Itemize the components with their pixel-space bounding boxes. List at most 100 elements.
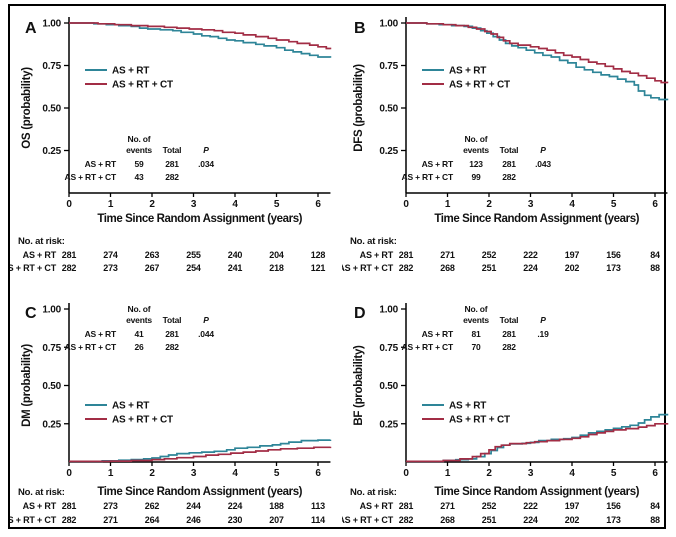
stats-total-value: 282 <box>502 172 516 182</box>
curve-as-rt-ct <box>406 22 669 84</box>
at-risk-value: 188 <box>269 501 284 511</box>
stats-header-p: P <box>540 145 546 155</box>
stats-header-total: Total <box>500 315 519 325</box>
at-risk-value: 281 <box>62 250 77 260</box>
at-risk-row-label: AS + RT + CT <box>10 515 57 525</box>
at-risk-row-label: AS + RT + CT <box>342 515 394 525</box>
y-axis-title: DFS (probability) <box>353 64 365 152</box>
x-tick-label: 0 <box>403 468 409 479</box>
stats-events-value: 59 <box>134 159 144 169</box>
stats-header-total: Total <box>163 315 182 325</box>
x-tick-label: 4 <box>232 199 238 210</box>
x-tick-label: 0 <box>66 468 72 479</box>
x-tick-label: 2 <box>486 468 492 479</box>
at-risk-value: 281 <box>399 501 414 511</box>
stats-row-label: AS + RT <box>85 159 117 169</box>
x-tick-label: 6 <box>315 199 321 210</box>
stats-row-label: AS + RT + CT <box>402 172 454 182</box>
x-tick-label: 6 <box>652 199 658 210</box>
curve-as-rt-ct <box>69 446 332 463</box>
x-tick-label: 3 <box>528 199 534 210</box>
at-risk-value: 204 <box>269 250 284 260</box>
stats-total-value: 282 <box>165 342 179 352</box>
x-tick-label: 1 <box>445 199 451 210</box>
legend-label: AS + RT <box>112 66 149 77</box>
at-risk-value: 274 <box>103 250 118 260</box>
at-risk-value: 128 <box>311 250 326 260</box>
y-tick-label: 0.75 <box>42 343 61 354</box>
at-risk-row-label: AS + RT <box>360 501 394 511</box>
at-risk-value: 254 <box>186 263 201 273</box>
at-risk-value: 252 <box>482 501 497 511</box>
stats-header-events-1: No. of <box>465 134 488 144</box>
x-tick-label: 5 <box>274 468 280 479</box>
y-tick-label: 1.00 <box>379 19 398 30</box>
at-risk-value: 241 <box>228 263 243 273</box>
at-risk-value: 113 <box>311 501 325 511</box>
at-risk-value: 207 <box>269 515 284 525</box>
stats-header-events-1: No. of <box>128 134 151 144</box>
x-tick-label: 0 <box>66 199 72 210</box>
panel-letter: A <box>25 20 37 37</box>
x-tick-label: 1 <box>445 468 451 479</box>
panel-letter: D <box>354 305 366 322</box>
at-risk-heading: No. at risk: <box>18 236 65 247</box>
y-tick-label: 0.25 <box>42 146 61 157</box>
x-axis-title: Time Since Random Assignment (years) <box>97 486 302 498</box>
y-tick-label: 0.25 <box>42 419 61 430</box>
x-axis-title: Time Since Random Assignment (years) <box>97 213 302 225</box>
stats-events-value: 26 <box>134 342 144 352</box>
at-risk-value: 224 <box>523 515 538 525</box>
stats-total-value: 281 <box>165 329 179 339</box>
x-tick-label: 6 <box>652 468 658 479</box>
at-risk-value: 255 <box>186 250 201 260</box>
stats-events-value: 123 <box>469 159 483 169</box>
stats-events-value: 70 <box>471 342 481 352</box>
at-risk-value: 84 <box>650 250 660 260</box>
stats-header-events-1: No. of <box>128 304 151 314</box>
at-risk-value: 156 <box>606 250 621 260</box>
at-risk-value: 282 <box>399 263 414 273</box>
panel-C: 1.00 0.75 0.50 0.25 0 1 2 3 4 5 6 Time Since Random… <box>10 303 332 525</box>
at-risk-row-label: AS + RT <box>360 250 394 260</box>
stats-total-value: 282 <box>165 172 179 182</box>
at-risk-value: 282 <box>62 263 77 273</box>
at-risk-value: 222 <box>523 250 538 260</box>
at-risk-value: 267 <box>145 263 160 273</box>
x-tick-label: 5 <box>274 199 280 210</box>
y-tick-label: 0.50 <box>379 104 398 115</box>
stats-p-value: .043 <box>535 159 551 169</box>
y-tick-label: 1.00 <box>42 305 61 316</box>
x-axis-title: Time Since Random Assignment (years) <box>434 213 639 225</box>
stats-header-events-2: events <box>463 145 489 155</box>
stats-events-value: 99 <box>471 172 481 182</box>
y-axis-title: BF (probability) <box>353 345 365 426</box>
stats-p-value: .19 <box>537 329 549 339</box>
x-tick-label: 3 <box>191 199 197 210</box>
curve-as-rt <box>406 22 669 101</box>
stats-header-events-2: events <box>463 315 489 325</box>
at-risk-value: 84 <box>650 501 660 511</box>
at-risk-value: 173 <box>606 263 621 273</box>
x-tick-label: 6 <box>315 468 321 479</box>
curve-as-rt-ct <box>406 422 669 463</box>
at-risk-row-label: AS + RT <box>23 501 57 511</box>
panel-letter: B <box>354 20 366 37</box>
legend-label: AS + RT + CT <box>112 80 173 91</box>
stats-total-value: 281 <box>502 159 516 169</box>
at-risk-value: 222 <box>523 501 538 511</box>
at-risk-value: 273 <box>103 263 118 273</box>
x-tick-label: 2 <box>149 468 155 479</box>
y-axis-title: OS (probability) <box>21 67 33 149</box>
at-risk-value: 88 <box>650 515 660 525</box>
at-risk-value: 251 <box>482 515 497 525</box>
at-risk-value: 273 <box>103 501 118 511</box>
stats-events-value: 81 <box>471 329 481 339</box>
at-risk-value: 268 <box>440 263 455 273</box>
at-risk-value: 271 <box>440 250 455 260</box>
stats-row-label: AS + RT <box>422 159 454 169</box>
stats-events-value: 43 <box>134 172 144 182</box>
y-tick-label: 1.00 <box>379 305 398 316</box>
